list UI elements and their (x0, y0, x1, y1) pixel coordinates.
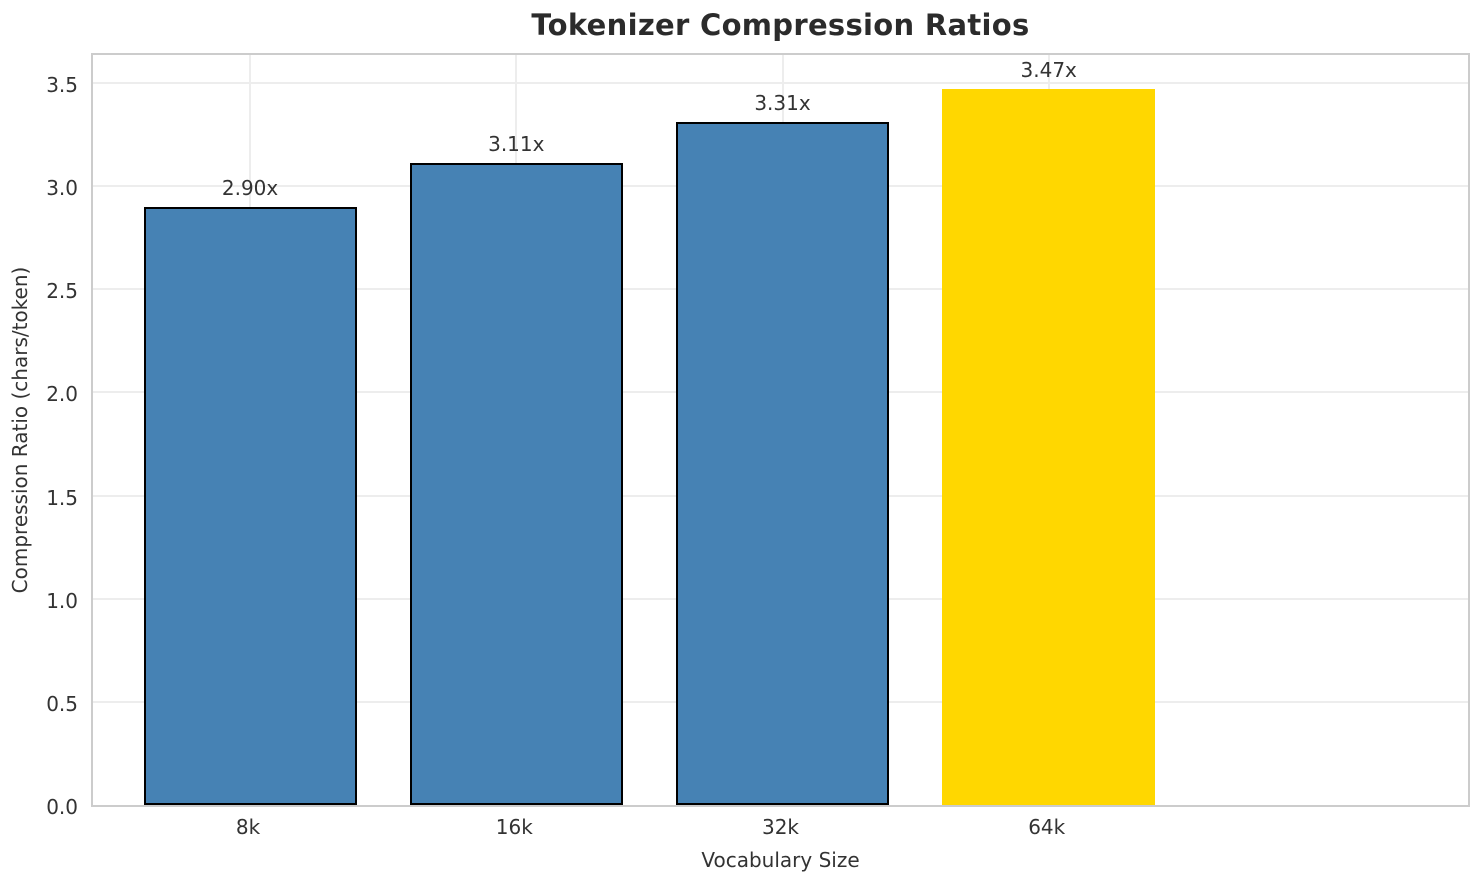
chart-title: Tokenizer Compression Ratios (531, 8, 1030, 42)
bar-value-label-64k: 3.47x (1020, 58, 1077, 83)
ytick-label-0.0: 0.0 (46, 795, 78, 819)
bar-8k (143, 206, 357, 805)
bar-64k (942, 89, 1156, 805)
ytick-label-3.5: 3.5 (46, 72, 78, 97)
xtick-label-8k: 8k (235, 815, 261, 839)
gridline-y-3.5 (93, 81, 1468, 84)
ytick-label-0.5: 0.5 (46, 691, 78, 716)
bar-value-label-16k: 3.11x (488, 132, 545, 157)
y-axis-label: Compression Ratio (chars/token) (8, 266, 32, 594)
xtick-label-32k: 32k (761, 815, 800, 839)
ytick-label-3.0: 3.0 (46, 176, 78, 201)
xtick-label-16k: 16k (495, 815, 533, 839)
xtick-label-64k: 64k (1028, 815, 1066, 839)
ytick-label-2.5: 2.5 (46, 279, 78, 304)
bar-32k (676, 122, 889, 805)
ytick-label-1.5: 1.5 (46, 485, 78, 510)
ytick-label-2.0: 2.0 (46, 382, 78, 407)
bar-value-label-32k: 3.31x (754, 91, 811, 116)
plot-area: 2.90x 3.11x 3.31x 3.47x (91, 53, 1470, 807)
x-axis-label: Vocabulary Size (701, 848, 860, 872)
bar-value-label-8k: 2.90x (221, 175, 279, 200)
ytick-label-1.0: 1.0 (46, 588, 78, 613)
bar-16k (409, 163, 623, 805)
